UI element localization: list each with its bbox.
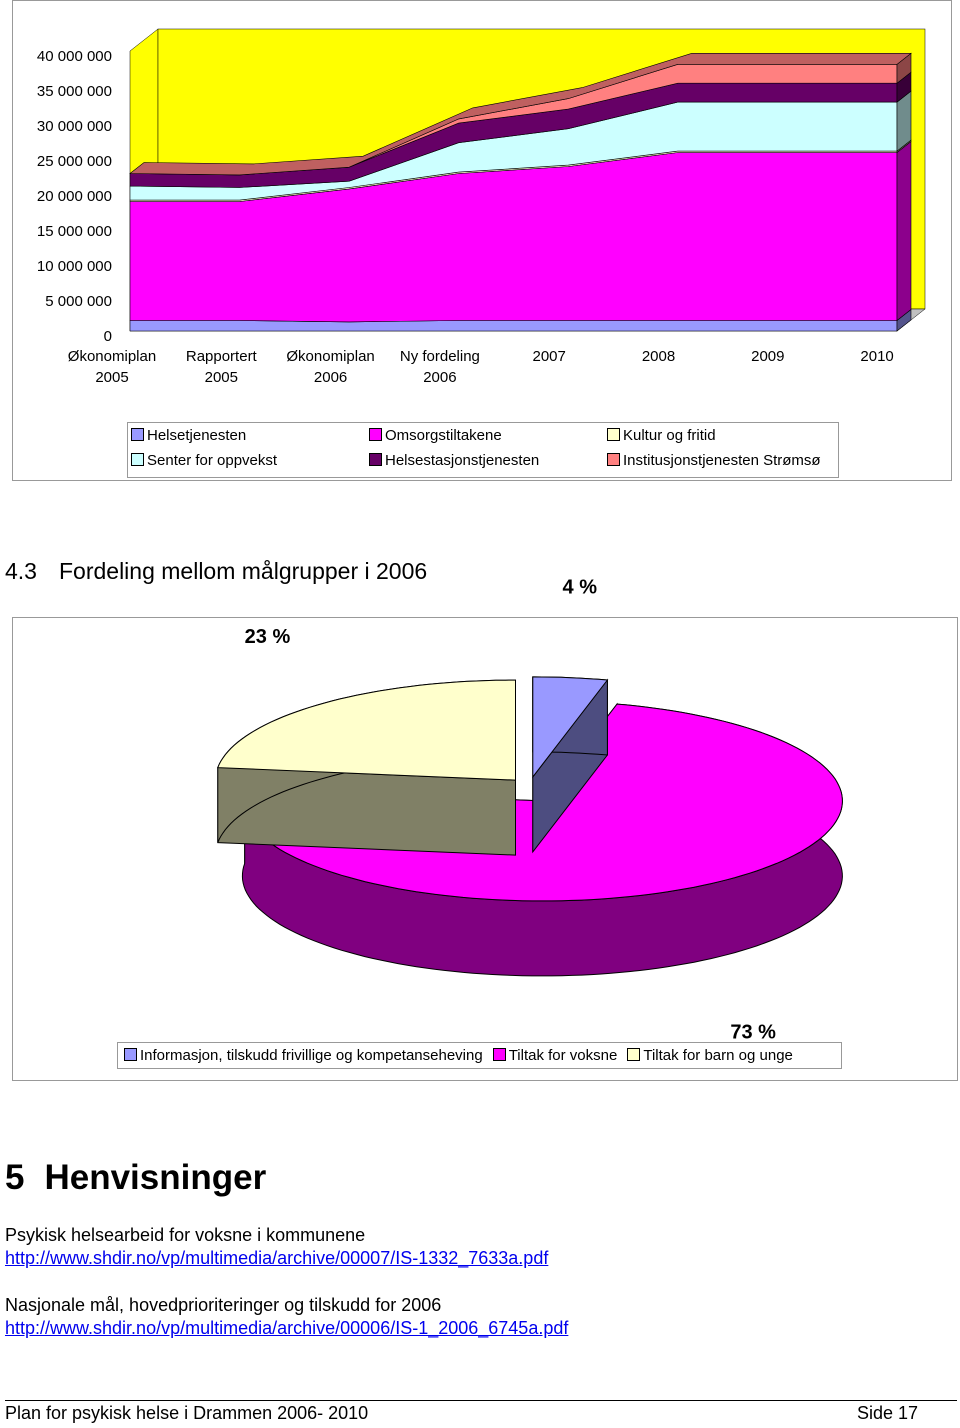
legend-item: Institusjonstjenesten Strømsø (607, 452, 821, 469)
y-tick-label: 25 000 000 (37, 153, 112, 170)
reference-link[interactable]: http://www.shdir.no/vp/multimedia/archiv… (5, 1318, 569, 1338)
x-tick-label: 2007 (532, 348, 566, 365)
legend-label: Tiltak for barn og unge (643, 1047, 793, 1064)
legend-item: Omsorgstiltakene (369, 427, 502, 444)
y-tick-label: 30 000 000 (37, 118, 112, 135)
section-heading: 5 Henvisninger (5, 1158, 266, 1198)
legend-label: Informasjon, tilskudd frivillige og komp… (140, 1047, 483, 1064)
legend-swatch (369, 453, 382, 466)
area (129, 320, 898, 332)
page-number: Side 17 (856, 1403, 918, 1423)
legend-label: Tiltak for voksne (508, 1047, 618, 1064)
chart-frame (12, 0, 952, 481)
section-title: Henvisninger (44, 1158, 267, 1197)
y-tick-label: 5 000 000 (45, 293, 112, 310)
legend-label: Institusjonstjenesten Strømsø (623, 452, 821, 469)
footer-rule (5, 1400, 957, 1401)
legend-item: Informasjon, tilskudd frivillige og komp… (124, 1047, 483, 1064)
legend-swatch (627, 1048, 641, 1061)
legend-swatch (369, 428, 382, 441)
footer-text: Plan for psykisk helse i Drammen 2006- 2… (5, 1403, 369, 1423)
heading-number: 4.3 (5, 558, 37, 584)
reference: Nasjonale mål, hovedprioriteringer og ti… (5, 1294, 568, 1340)
legend-label: Helsestasjonstjenesten (385, 452, 540, 469)
y-tick-label: 15 000 000 (37, 223, 112, 240)
y-tick-label: 10 000 000 (37, 258, 112, 275)
legend-item: Tiltak for barn og unge (627, 1047, 793, 1064)
heading: 4.3 Fordeling mellom målgrupper i 2006 (5, 558, 427, 585)
legend: Helsetjenesten Omsorgstiltakene Kultur og … (127, 422, 839, 478)
legend-item: Kultur og fritid (607, 427, 716, 444)
x-tick-label: 2009 (751, 348, 785, 365)
x-tick-label: Ny fordeling 2006 (399, 348, 480, 386)
legend-swatch (131, 453, 144, 466)
legend-label: Helsetjenesten (147, 427, 247, 444)
x-tick-label: Rapportert 2005 (185, 348, 257, 386)
section-number: 5 (5, 1158, 25, 1197)
legend-item: Tiltak for voksne (492, 1047, 618, 1064)
legend-swatch (492, 1048, 506, 1061)
x-tick-label: 2010 (860, 348, 894, 365)
y-tick-label: 0 (104, 328, 112, 345)
pie-slice (217, 679, 516, 781)
heading-title: Fordeling mellom målgrupper i 2006 (58, 558, 428, 584)
legend-label: Senter for oppvekst (147, 452, 278, 469)
y-tick-label: 35 000 000 (37, 83, 112, 100)
y-tick-label: 20 000 000 (37, 188, 112, 205)
area-top (129, 53, 912, 176)
x-tick-label: Økonomiplan 2006 (286, 348, 375, 386)
legend-item: Helsetjenesten (131, 427, 246, 444)
legend-item: Helsestasjonstjenesten (369, 452, 539, 469)
reference-title: Psykisk helsearbeid for voksne i kommune… (5, 1225, 366, 1245)
pie-slice (532, 676, 609, 779)
x-tick-label: 2008 (641, 348, 676, 365)
legend-swatch (131, 428, 144, 441)
legend-label: Omsorgstiltakene (385, 427, 502, 444)
legend-label: Kultur og fritid (623, 427, 716, 444)
legend-swatch (607, 453, 620, 466)
data-label: 73 % (730, 1021, 776, 1043)
legend-swatch (124, 1048, 137, 1061)
legend-swatch (607, 428, 620, 441)
x-tick-label: Økonomiplan 2005 (67, 348, 157, 386)
legend-item: Senter for oppvekst (131, 452, 277, 469)
reference-title: Nasjonale mål, hovedprioriteringer og ti… (5, 1295, 442, 1315)
reference: Psykisk helsearbeid for voksne i kommune… (5, 1224, 548, 1270)
chart-frame (12, 617, 958, 1081)
reference-link[interactable]: http://www.shdir.no/vp/multimedia/archiv… (5, 1248, 549, 1268)
legend: Informasjon, tilskudd frivillige og komp… (117, 1042, 842, 1069)
y-tick-label: 40 000 000 (37, 48, 112, 65)
data-label: 23 % (245, 626, 291, 648)
area-side (896, 140, 912, 322)
data-label: 4 % (563, 577, 598, 599)
